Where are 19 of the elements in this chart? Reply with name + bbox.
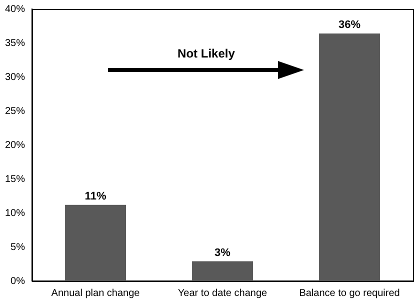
bar: [65, 204, 126, 281]
data-label: 3%: [214, 246, 231, 259]
y-tick-label: 15%: [5, 174, 26, 185]
y-tick-label: 20%: [5, 140, 26, 151]
data-label: 11%: [84, 190, 106, 202]
y-tick-label: 0%: [10, 276, 26, 287]
y-tick-label: 30%: [5, 72, 26, 83]
y-tick-label: 35%: [5, 38, 26, 49]
y-tick-label: 40%: [5, 4, 26, 15]
x-tick-label: Annual plan change: [51, 288, 140, 299]
bar: [319, 33, 380, 281]
y-tick-label: 10%: [5, 208, 26, 219]
annotation: Not Likely: [178, 46, 236, 61]
y-tick-label: 25%: [5, 106, 26, 117]
x-tick-label: Year to date change: [178, 288, 268, 299]
x-tick-label: Balance to go required: [299, 288, 400, 299]
y-tick-label: 5%: [10, 242, 26, 253]
data-label: 36%: [338, 19, 361, 32]
bar: [192, 261, 253, 281]
